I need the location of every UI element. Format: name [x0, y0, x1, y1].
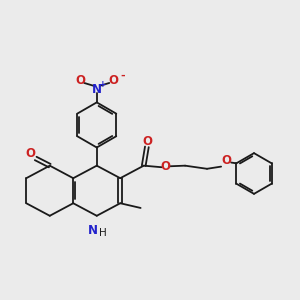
Text: O: O: [160, 160, 170, 173]
Text: O: O: [76, 74, 85, 87]
Text: H: H: [98, 228, 106, 238]
Text: N: N: [92, 83, 102, 96]
Text: -: -: [120, 71, 125, 81]
Text: O: O: [221, 154, 231, 167]
Text: O: O: [142, 135, 152, 148]
Text: O: O: [25, 147, 35, 160]
Text: +: +: [99, 80, 106, 89]
Text: O: O: [108, 74, 118, 87]
Text: N: N: [88, 224, 98, 237]
